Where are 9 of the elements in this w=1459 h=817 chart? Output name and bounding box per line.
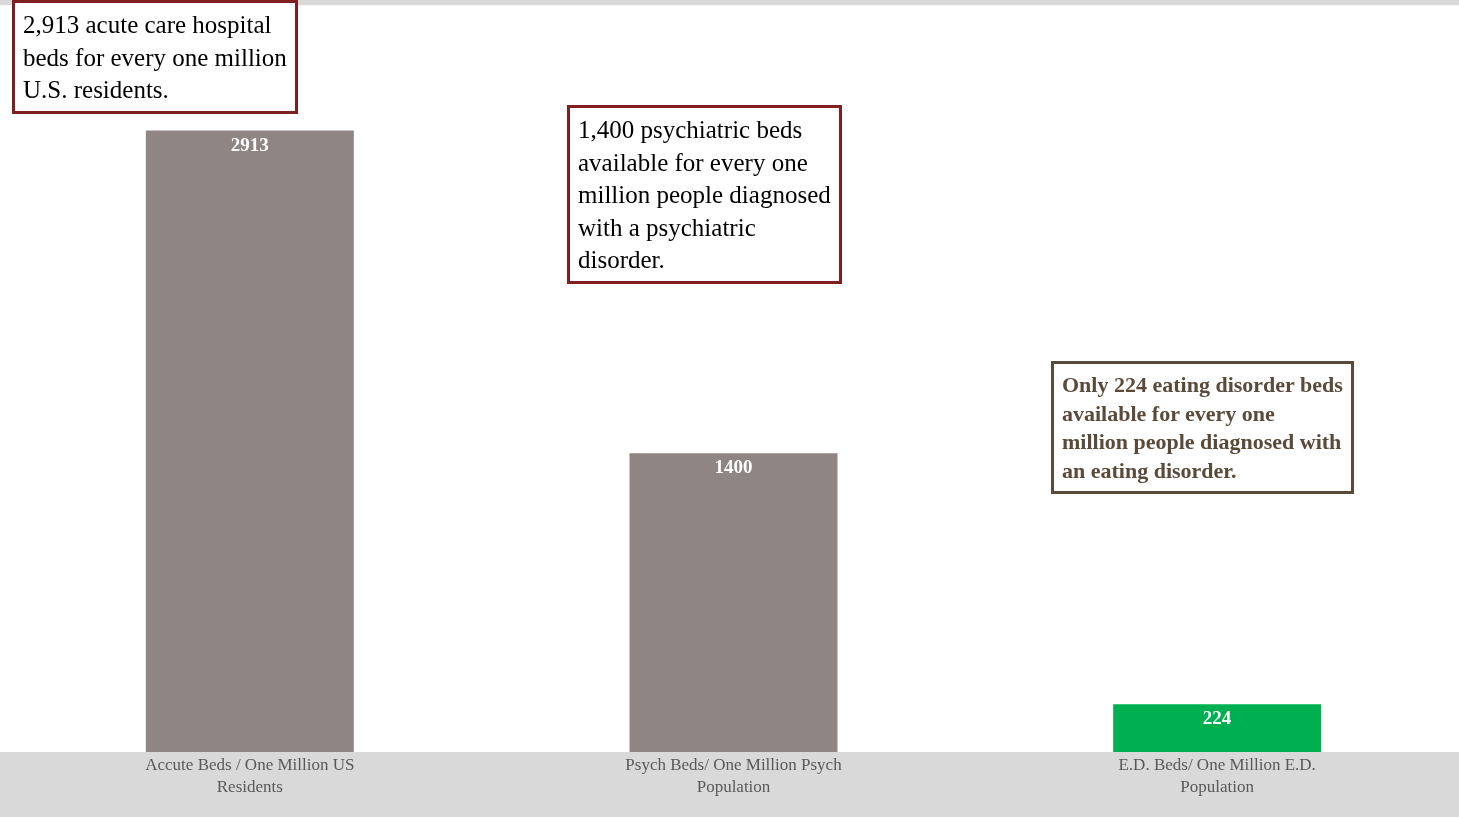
data-label: 1400 [714, 456, 753, 478]
x-tick-label: E.D. Beds/ One Million E.D. Population [1118, 755, 1316, 797]
text: 2,913 acute care hospital beds for every one million U.S. residents. [23, 11, 288, 103]
annotation: Only 224 eating disorder beds available for every one million people diagnosed with an eating disorder. [1062, 372, 1344, 483]
x-tick-label: Accute Beds / One Million US Residents [145, 755, 355, 797]
annotation: 1,400 psychiatric beds available for every one million people diagnosed with a psychiatric disorder. [578, 116, 832, 273]
data-label: 224 [1202, 707, 1232, 729]
x-tick-label: Psych Beds/ One Million Psych Population [625, 755, 843, 797]
data-label: 2913 [230, 133, 269, 155]
